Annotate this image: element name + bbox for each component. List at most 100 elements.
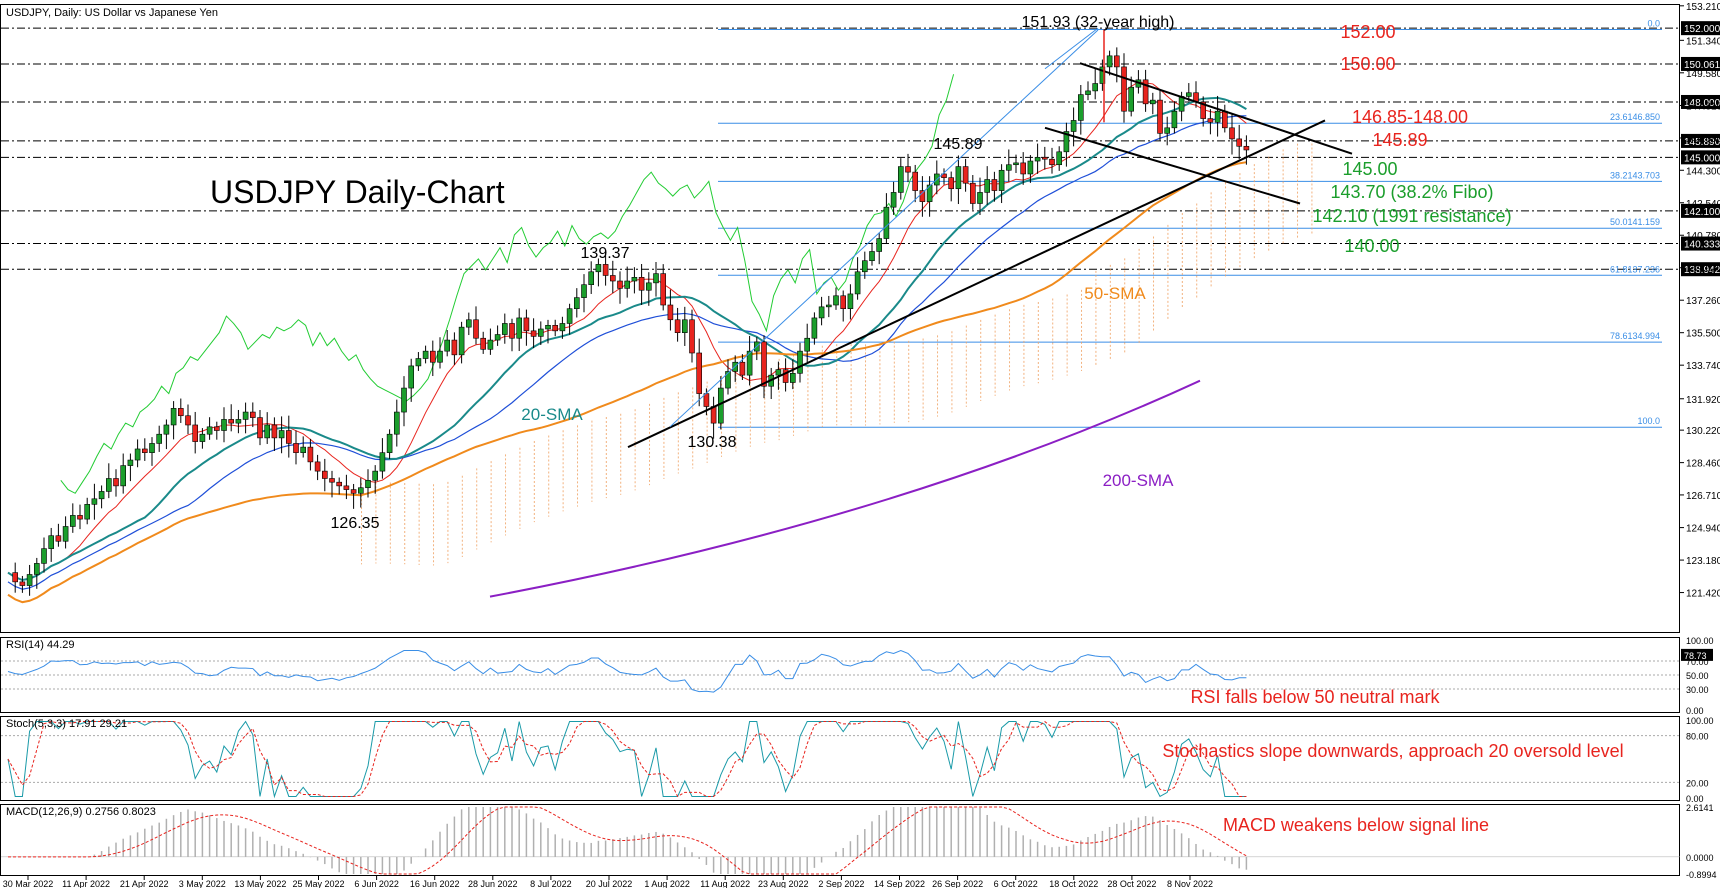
candle-body [293,443,299,453]
candle-body [818,306,825,319]
candle-body [775,369,782,376]
macd-level-label: 0.0000 [1686,853,1714,863]
price-tick-label: 142.540 [1686,199,1720,210]
candle [811,312,818,345]
stoch-label: Stoch(5,3,3) 17.91 29.21 [6,718,127,730]
candle-body [890,192,897,208]
annotation-label: 140.00 [1344,236,1399,256]
candle-body [897,166,904,193]
candle-body [48,535,55,549]
candle [271,417,278,451]
candle-body [645,282,652,291]
candle-body [199,433,206,442]
candle-body [984,179,991,193]
annotation-label: 139.37 [581,245,630,262]
candle [494,325,501,346]
candle [660,264,667,311]
candle [307,438,314,471]
candle [113,469,119,497]
candle [19,575,26,593]
date-tick-label: 14 Sep 2022 [874,879,925,888]
date-tick-label: 23 Aug 2022 [758,879,809,888]
stoch-panel-frame [0,716,1680,801]
candle [1092,69,1098,100]
candle-body [487,339,494,350]
candle [696,338,703,407]
candle [206,417,213,440]
candle [1243,135,1250,165]
candle [199,428,206,449]
candle [962,158,969,192]
candle [33,557,40,589]
candle-body [134,448,141,461]
candle-body [725,371,731,389]
candle [617,271,623,304]
candle [1063,122,1070,167]
price-tick-label: 137.260 [1686,296,1720,307]
candle-body [559,323,566,332]
price-tick-label: 151.340 [1686,36,1720,47]
candle [638,263,645,305]
candle [890,181,897,215]
candle [869,242,875,266]
candle [739,354,746,380]
candle [314,454,321,481]
candle-body [41,548,47,564]
annotation-label: 145.00 [1342,159,1397,179]
level-tag [1681,262,1720,277]
candle-body [55,535,62,542]
trendline [1044,126,1301,205]
candle [84,497,90,525]
date-tick-label: 16 Jun 2022 [410,879,460,888]
candle-body [667,304,674,321]
candle [545,319,551,344]
candle-body [638,277,645,291]
candle [91,483,98,520]
annotation-label: 151.93 (32-year high) [1022,14,1175,31]
level-tag-label: 148.000 [1684,98,1720,109]
candle [1114,47,1120,83]
candle-body [1106,55,1113,68]
annotation-label: 142.10 (1991 resistance) [1312,206,1511,226]
level-tag [1681,203,1720,218]
candle [602,252,609,286]
candle [948,171,955,202]
candle-body [214,426,220,431]
level-tag-label: 145.890 [1684,137,1720,148]
candle [818,296,825,326]
candle [595,258,602,287]
date-tick-label: 3 May 2022 [179,879,226,888]
candle-body [149,443,155,453]
candle-body [1078,94,1084,121]
candle [235,409,242,434]
indicators: 100.00 70.00 50.00 30.00 0.00 78.73 100.00 80.0… [1,636,1717,880]
candle-body [883,206,890,239]
candle-body [854,271,861,295]
candle [55,523,62,547]
rsi-tag-label: 78.73 [1684,651,1707,661]
date-tick-label: 30 Mar 2022 [3,879,54,888]
level-tag-label: 142.100 [1684,207,1720,218]
price-tick-label: 131.920 [1686,395,1720,406]
candle [1207,109,1214,135]
candle-body [537,328,544,337]
stoch-k-line [7,720,1247,799]
annotation-label: 152.00 [1340,22,1395,42]
candle-body [1186,92,1192,97]
sma200-line [489,379,1201,598]
candle [242,402,249,434]
candle-body [84,504,90,520]
candle [991,171,998,202]
candle-body [617,280,623,289]
candle [1049,147,1055,174]
candle-body [192,424,198,442]
candle [178,398,184,423]
fib-label: 100.0 [1637,416,1660,426]
date-tick-label: 28 Jun 2022 [468,879,518,888]
candle-body [991,179,998,191]
candle-body [530,330,537,337]
candle [120,453,126,494]
candle-body [1085,90,1091,95]
sma50-line [7,161,1247,604]
candle-body [804,337,811,352]
